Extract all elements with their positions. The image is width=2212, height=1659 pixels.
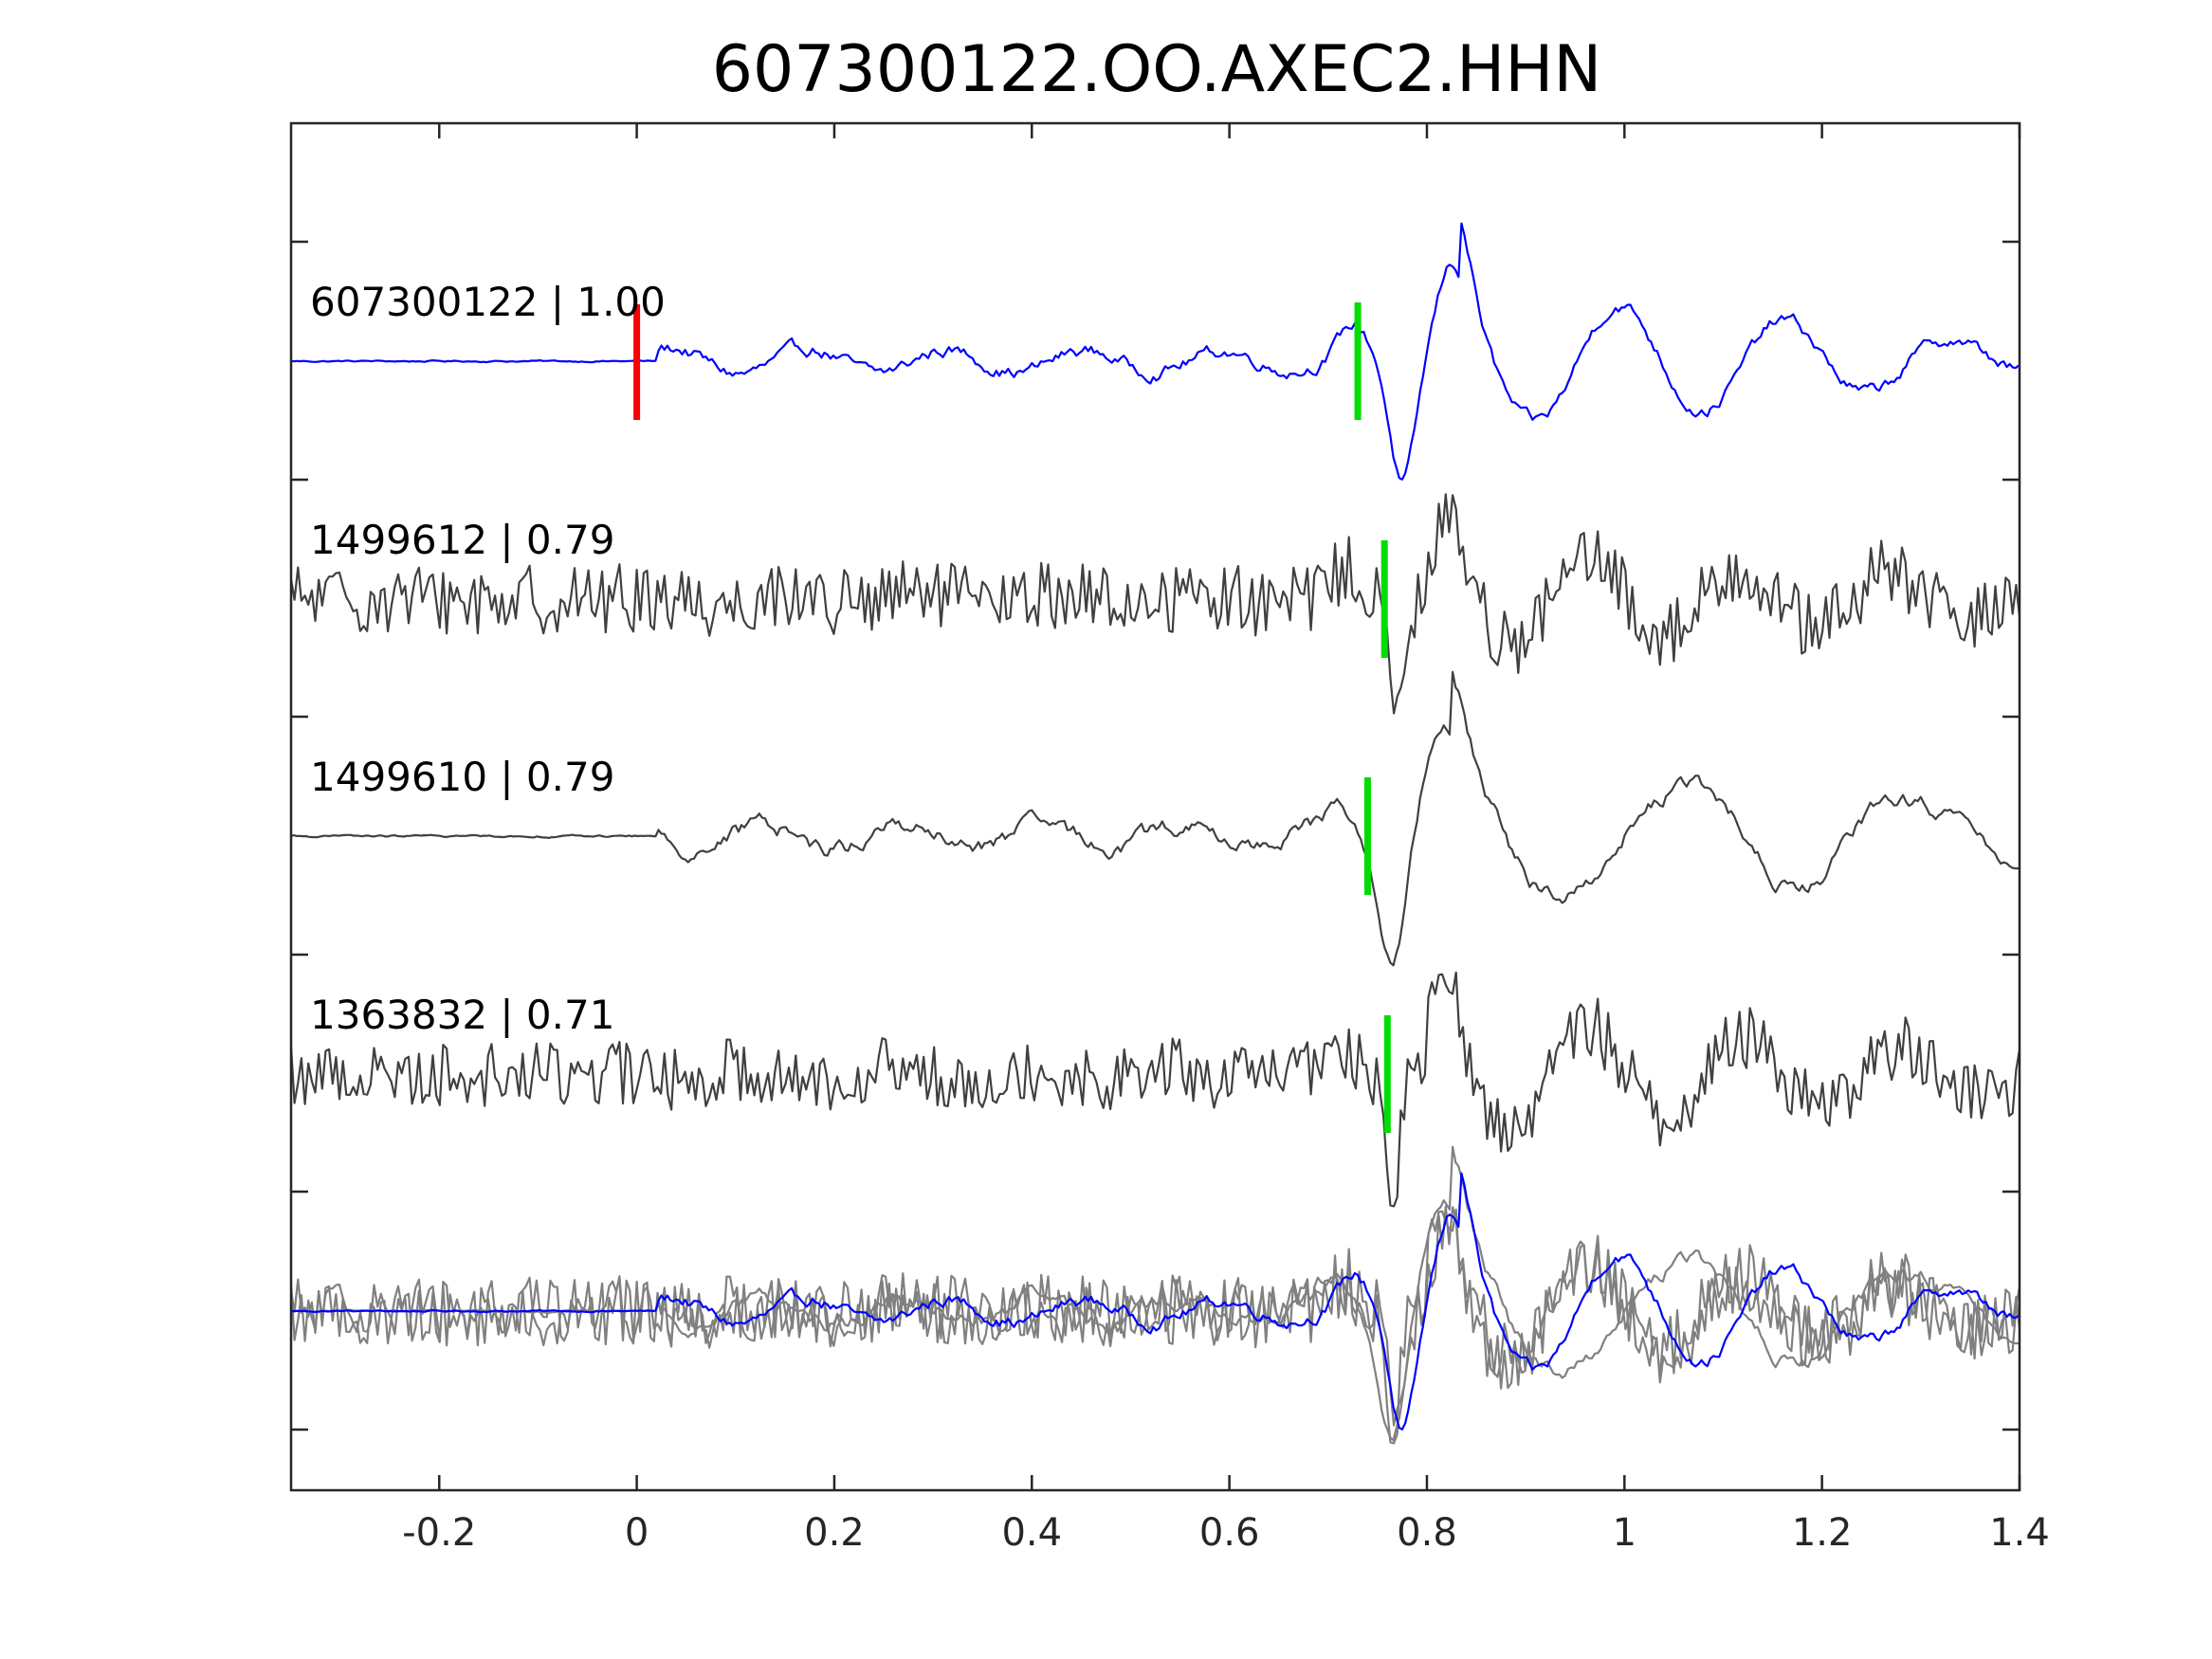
- trace-607300122: [291, 222, 2020, 481]
- trace-1499610: [291, 670, 2020, 967]
- plot-area: 607300122 | 1.00 1499612 | 0.79 1499610 | …: [291, 123, 2050, 1555]
- overlay-trace-1363832: [291, 1208, 2020, 1445]
- x-tick-label: 0.2: [804, 1511, 865, 1555]
- overlay-trace-1499610: [291, 1145, 2020, 1442]
- chart-title: 607300122.OO.AXEC2.HHN: [712, 32, 1601, 107]
- trace-label: 607300122 | 1.00: [310, 279, 666, 325]
- trace-1499612: [291, 493, 2020, 715]
- x-tick-label: 0.8: [1397, 1511, 1457, 1555]
- x-tick-label: 0.6: [1199, 1511, 1260, 1555]
- x-tick-label: 0: [625, 1511, 649, 1555]
- trace-1363832: [291, 971, 2020, 1208]
- trace-label: 1499612 | 0.79: [310, 517, 614, 563]
- x-tick-label: 0.4: [1001, 1511, 1062, 1555]
- traces-group: [291, 222, 2020, 1445]
- x-tick-label: 1.2: [1792, 1511, 1853, 1555]
- trace-label: 1363832 | 0.71: [310, 992, 614, 1038]
- overlay-trace-1499612: [291, 1205, 2020, 1427]
- overlay-trace-template: [291, 1172, 2020, 1431]
- trace-label: 1499610 | 0.79: [310, 754, 614, 800]
- x-tick-label: -0.2: [402, 1511, 476, 1555]
- axes-frame: [289, 121, 2021, 1492]
- x-tick-label: 1.4: [1989, 1511, 2050, 1555]
- x-tick-label: 1: [1613, 1511, 1636, 1555]
